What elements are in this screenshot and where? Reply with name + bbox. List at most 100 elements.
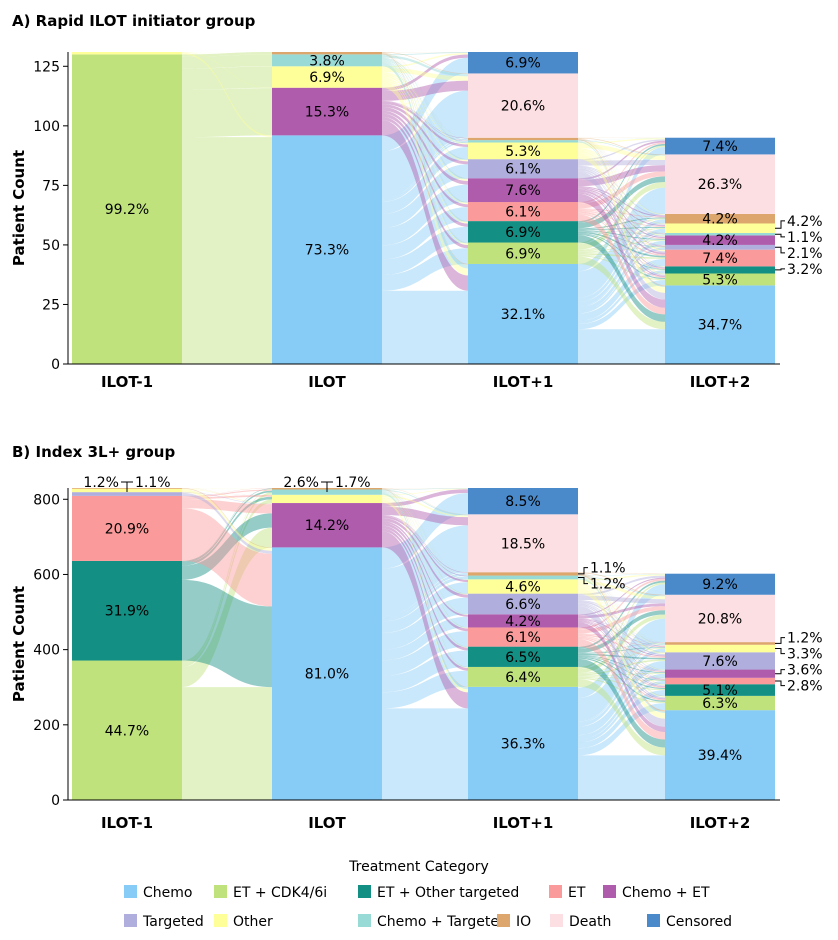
node-chemo-targeted (272, 54, 382, 67)
data-label: 6.1% (505, 162, 541, 178)
flow-et (578, 210, 665, 234)
flow-chemo (578, 584, 665, 699)
node-other (665, 644, 775, 653)
flow-et-cdk4-6i (578, 254, 665, 271)
flow-io (382, 488, 468, 615)
label-leader (326, 481, 333, 492)
y-tick-label: 75 (42, 178, 60, 194)
label-leader (775, 680, 785, 687)
flow-io (578, 139, 665, 287)
flow-targeted (578, 604, 665, 699)
legend-swatch (214, 885, 227, 898)
flow-targeted (578, 168, 665, 246)
flow-et-cdk4-6i (578, 218, 665, 251)
node-chemo (665, 710, 775, 800)
flow-other (382, 67, 468, 81)
flow-chemo-et (382, 516, 468, 583)
flow-chemo-targeted (578, 141, 665, 234)
node-death (665, 154, 775, 214)
flow-et (578, 213, 665, 278)
flow-chemo-targeted (382, 60, 468, 203)
flow-chemo (578, 755, 665, 800)
node-et (665, 249, 775, 267)
legend-item-et-other-targeted: ET + Other targeted (358, 885, 519, 901)
y-tick-label: 0 (51, 357, 60, 373)
legend-swatch (497, 914, 510, 927)
flow-chemo (382, 670, 468, 709)
data-label: 6.1% (505, 205, 541, 221)
flow-chemo (578, 187, 665, 298)
flow-chemo-et (578, 140, 665, 180)
axes: 0 200 400 600 800 ILOT-1 ILOT ILOT+1 ILOT+2 Patie… (10, 488, 780, 832)
data-label: 6.9% (309, 70, 345, 86)
data-label: 4.2% (702, 212, 738, 228)
flow-et-cdk4-6i (578, 678, 665, 756)
legend-swatch (550, 914, 563, 927)
node-et-other-targeted (665, 684, 775, 696)
flow-chemo-targeted (382, 58, 468, 161)
flow-chemo-targeted (382, 491, 468, 628)
flow-io (382, 488, 468, 688)
legend-title: Treatment Category (348, 859, 489, 875)
data-label: 7.4% (702, 251, 738, 267)
data-label: 4.6% (505, 579, 541, 595)
flow-other (382, 72, 468, 139)
flow-io (578, 574, 665, 712)
flow-other (578, 586, 665, 686)
flow-et (578, 636, 665, 680)
node-et (468, 202, 578, 222)
flow-chemo-targeted (382, 492, 468, 690)
flow-other (578, 584, 665, 654)
data-label: 34.7% (698, 318, 742, 334)
flow-chemo (578, 147, 665, 272)
flow-targeted (578, 170, 665, 268)
flow-chemo (382, 140, 468, 202)
flow-chemo (578, 673, 665, 740)
flow-chemo (382, 57, 468, 152)
y-tick-label: 600 (33, 567, 60, 583)
flow-chemo-targeted (382, 492, 468, 668)
node-other (468, 142, 578, 160)
flow-et-other-targeted (578, 231, 665, 258)
node-io (665, 213, 775, 224)
legend-label: ET + Other targeted (377, 885, 519, 901)
legend-item-et: ET (549, 885, 586, 901)
node-chemo (272, 547, 382, 800)
flow-chemo-targeted (382, 489, 468, 516)
flow-et (578, 211, 665, 256)
node-chemo-targeted (272, 489, 382, 495)
data-label: 3.3% (787, 647, 823, 663)
data-label: 1.2% (787, 631, 823, 647)
flow-io (578, 137, 665, 156)
flow-chemo-et (578, 188, 665, 239)
flow-chemo (578, 690, 665, 749)
flow-other (382, 79, 468, 245)
flow-targeted (578, 603, 665, 687)
flow-chemo (578, 280, 665, 330)
flow-chemo-et (578, 190, 665, 255)
flow-targeted (182, 492, 272, 505)
flow-et-cdk4-6i (182, 527, 272, 688)
data-label: 2.8% (787, 679, 823, 695)
flow-chemo-et (382, 518, 468, 598)
data-label: 6.1% (505, 630, 541, 646)
node-targeted (665, 652, 775, 670)
flow-chemo-et (382, 100, 468, 139)
data-label: 6.3% (702, 696, 738, 712)
flow-io (382, 488, 468, 573)
flows (182, 52, 665, 364)
flow-other (382, 497, 468, 595)
flow-other (578, 580, 665, 600)
flow-et-cdk4-6i (182, 66, 272, 90)
flow-io (578, 573, 665, 643)
flow-et (578, 633, 665, 648)
node-chemo (665, 285, 775, 364)
data-label: 20.8% (698, 611, 742, 627)
legend-swatch (603, 885, 616, 898)
flow-chemo-et (578, 618, 665, 643)
flow-io (578, 573, 665, 653)
node-et-cdk4-6i (468, 666, 578, 687)
flow-et (578, 210, 665, 239)
flow-et (578, 633, 665, 643)
flow-io (382, 52, 468, 141)
